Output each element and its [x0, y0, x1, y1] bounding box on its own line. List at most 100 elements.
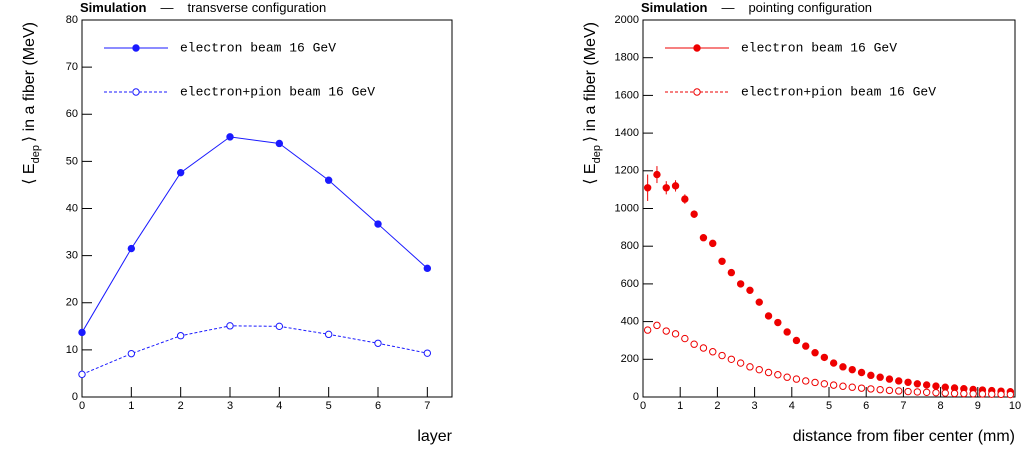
data-point	[423, 264, 432, 273]
data-point	[643, 184, 652, 192]
x-tick-label: 3	[752, 400, 758, 412]
data-point	[960, 389, 968, 398]
data-point	[950, 389, 959, 398]
data-point	[848, 365, 856, 374]
data-point	[78, 370, 86, 379]
y-tick-label: 40	[66, 202, 78, 214]
y-axis-label: ⟨ Edep ⟩ in a fiber (MeV)	[582, 22, 603, 185]
data-point	[1006, 390, 1015, 399]
data-point	[848, 383, 856, 391]
data-point	[904, 387, 912, 396]
y-label-main: ⟩ in a fiber (MeV)	[582, 22, 599, 142]
data-point	[423, 349, 432, 357]
y-tick-label: 2000	[615, 14, 639, 26]
data-point	[876, 373, 884, 381]
x-tick-label: 0	[640, 400, 646, 412]
y-tick-label: 70	[66, 61, 78, 73]
legend-label: electron+pion beam 16 GeV	[180, 84, 375, 99]
header-text: transverse configuration	[187, 0, 326, 15]
y-tick-label: 1400	[615, 127, 639, 139]
y-tick-label: 200	[621, 353, 639, 365]
legend-marker	[132, 88, 140, 96]
plot-frame	[642, 19, 1016, 398]
data-point	[324, 176, 333, 184]
y-tick-label: 400	[621, 316, 639, 328]
data-point	[997, 390, 1005, 399]
y-tick-label: 10	[66, 344, 78, 356]
data-point	[941, 389, 949, 397]
data-point	[374, 339, 382, 347]
data-point	[176, 332, 185, 340]
data-point	[857, 368, 866, 377]
data-point	[839, 363, 847, 371]
y-label-sub: dep	[30, 145, 42, 163]
data-point	[820, 380, 829, 388]
legend-label: electron beam 16 GeV	[741, 40, 897, 55]
data-point	[764, 312, 773, 320]
data-point	[895, 377, 903, 385]
header: Simulation — pointing configuration	[641, 0, 872, 15]
legend-label: electron+pion beam 16 GeV	[741, 84, 936, 99]
x-tick-label: 2	[714, 400, 720, 412]
data-point	[699, 344, 708, 352]
y-label-main: ⟨ E	[21, 163, 38, 184]
data-point	[774, 371, 782, 379]
data-point	[829, 359, 838, 367]
data-point	[839, 382, 847, 390]
x-tick-label: 5	[326, 400, 332, 412]
y-tick-label: 20	[66, 297, 78, 309]
data-point	[755, 298, 763, 306]
legend-label: electron beam 16 GeV	[180, 40, 336, 55]
header-label: Simulation	[80, 0, 147, 15]
data-point	[867, 371, 875, 380]
data-point	[820, 353, 829, 362]
x-tick-label: 4	[789, 400, 795, 412]
y-axis-label: ⟨ Edep ⟩ in a fiber (MeV)	[21, 22, 42, 185]
data-point	[653, 170, 661, 179]
plot-frame	[81, 19, 453, 398]
y-tick-label: 0	[633, 391, 639, 403]
x-axis-label: layer	[417, 428, 452, 445]
data-point	[643, 326, 652, 334]
y-label-main: ⟩ in a fiber (MeV)	[21, 22, 38, 142]
data-point	[374, 220, 382, 228]
data-point	[764, 368, 773, 377]
data-point	[746, 286, 754, 295]
x-tick-label: 7	[424, 400, 430, 412]
data-point	[988, 390, 996, 398]
panel: Simulation — pointing configuration 0 1 2 3 4 5 6…	[582, 0, 1021, 445]
x-tick-label: 3	[227, 400, 233, 412]
y-tick-label: 1000	[615, 202, 639, 214]
data-point	[226, 322, 234, 330]
x-tick-label: 2	[178, 400, 184, 412]
data-point	[969, 390, 977, 398]
data-point	[718, 351, 726, 360]
data-point	[811, 378, 819, 387]
data-point	[895, 387, 903, 395]
data-point	[718, 257, 726, 265]
data-point	[662, 184, 670, 192]
legend-marker	[693, 44, 701, 52]
data-point	[690, 210, 698, 218]
data-point	[727, 355, 736, 363]
data-point	[127, 349, 136, 358]
data-point	[913, 388, 922, 396]
legend-marker	[132, 44, 140, 52]
data-point	[932, 388, 940, 397]
panel: Simulation — transverse configuration 0 1 2 3 4…	[21, 0, 452, 445]
data-point	[690, 340, 698, 348]
data-point	[922, 381, 931, 389]
data-point	[226, 133, 234, 141]
x-tick-label: 6	[863, 400, 869, 412]
x-tick-label: 4	[276, 400, 282, 412]
data-point	[736, 359, 745, 367]
data-point	[857, 384, 866, 392]
y-label-main: ⟨ E	[582, 163, 599, 184]
series-line	[81, 136, 428, 333]
data-point	[727, 268, 736, 277]
data-point	[176, 168, 185, 177]
data-point	[275, 139, 284, 148]
data-point	[867, 385, 875, 393]
data-point	[932, 382, 940, 390]
